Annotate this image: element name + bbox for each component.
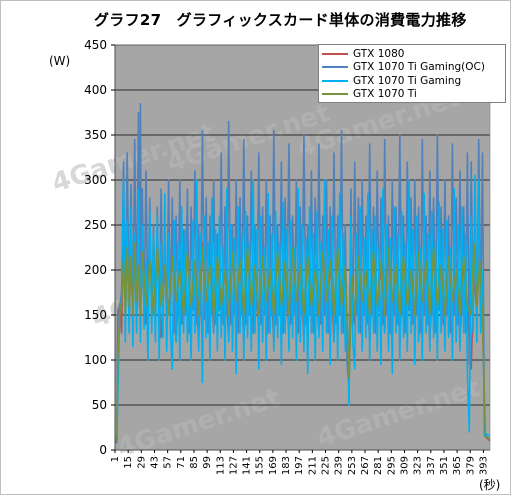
x-tick-label: 197 xyxy=(294,456,305,475)
x-tick-label: 29 xyxy=(136,456,147,469)
x-tick-label: 57 xyxy=(163,456,174,469)
y-axis-label: (W) xyxy=(49,54,70,68)
plot-border xyxy=(114,44,491,451)
x-tick-label: 309 xyxy=(399,456,410,475)
x-tick-label: 393 xyxy=(478,456,489,475)
x-tick-label: 239 xyxy=(334,456,345,475)
series-lines xyxy=(114,102,491,444)
x-tick-label: 337 xyxy=(426,456,437,475)
y-tick-label: 400 xyxy=(84,83,107,97)
x-tick-label: 211 xyxy=(307,456,318,475)
x-tick-label: 141 xyxy=(242,456,253,475)
y-tick-label: 50 xyxy=(92,398,107,412)
legend-label: GTX 1070 Ti Gaming xyxy=(353,74,462,87)
legend-item-gtx-1070ti: GTX 1070 Ti xyxy=(322,88,505,102)
x-tick-label: 113 xyxy=(215,456,226,475)
legend-label: GTX 1080 xyxy=(353,47,405,60)
x-tick-label: 169 xyxy=(268,456,279,475)
legend-label: GTX 1070 Ti Gaming(OC) xyxy=(353,61,485,74)
legend-swatch xyxy=(322,66,348,69)
x-tick-label: 85 xyxy=(189,456,200,469)
y-tick-label: 0 xyxy=(99,443,107,457)
x-tick-label: 253 xyxy=(347,456,358,475)
y-tick-labels: 0 50 100 150 200 250 300 350 400 450 xyxy=(84,38,115,457)
x-tick-label: 99 xyxy=(202,456,213,469)
axes xyxy=(114,44,491,451)
legend-item-gtx-1070ti-gaming: GTX 1070 Ti Gaming xyxy=(322,74,505,88)
x-tick-label: 365 xyxy=(452,456,463,475)
x-tick-label: 15 xyxy=(123,456,134,469)
legend-item-gtx-1070ti-gaming-oc: GTX 1070 Ti Gaming(OC) xyxy=(322,61,505,75)
x-tick-label: 379 xyxy=(465,456,476,475)
x-tick-label: 71 xyxy=(176,456,187,469)
x-tick-label: 43 xyxy=(149,456,160,469)
y-tick-label: 150 xyxy=(84,308,107,322)
y-tick-label: 100 xyxy=(84,353,107,367)
x-tick-label: 267 xyxy=(360,456,371,475)
series-line-3 xyxy=(114,242,491,442)
x-tick-label: 351 xyxy=(439,456,450,475)
x-tick-label: 183 xyxy=(281,456,292,475)
legend-swatch xyxy=(322,79,348,82)
legend-item-gtx-1080: GTX 1080 xyxy=(322,47,505,61)
y-tick-label: 200 xyxy=(84,263,107,277)
legend: GTX 1080 GTX 1070 Ti Gaming(OC) GTX 1070… xyxy=(318,44,506,103)
x-tick-label: 323 xyxy=(413,456,424,475)
x-axis-label: (秒) xyxy=(479,478,500,492)
x-tick-label: 295 xyxy=(386,456,397,475)
y-tick-label: 250 xyxy=(84,218,107,232)
x-tick-label: 225 xyxy=(321,456,332,475)
y-tick-label: 350 xyxy=(84,128,107,142)
y-tick-label: 300 xyxy=(84,173,107,187)
x-tick-label: 155 xyxy=(255,456,266,475)
legend-swatch xyxy=(322,93,348,96)
y-tick-label: 450 xyxy=(84,38,107,52)
x-tick-label: 127 xyxy=(228,456,239,475)
legend-label: GTX 1070 Ti xyxy=(353,88,417,101)
chart-title: グラフ27 グラフィックスカード単体の消費電力推移 xyxy=(94,11,467,29)
x-tick-labels: 1 15 29 43 57 71 85 99 113 127 141 155 169 183 197 211 2… xyxy=(110,450,489,475)
legend-swatch xyxy=(322,52,348,55)
x-tick-label: 1 xyxy=(110,456,121,462)
x-tick-label: 281 xyxy=(373,456,384,475)
